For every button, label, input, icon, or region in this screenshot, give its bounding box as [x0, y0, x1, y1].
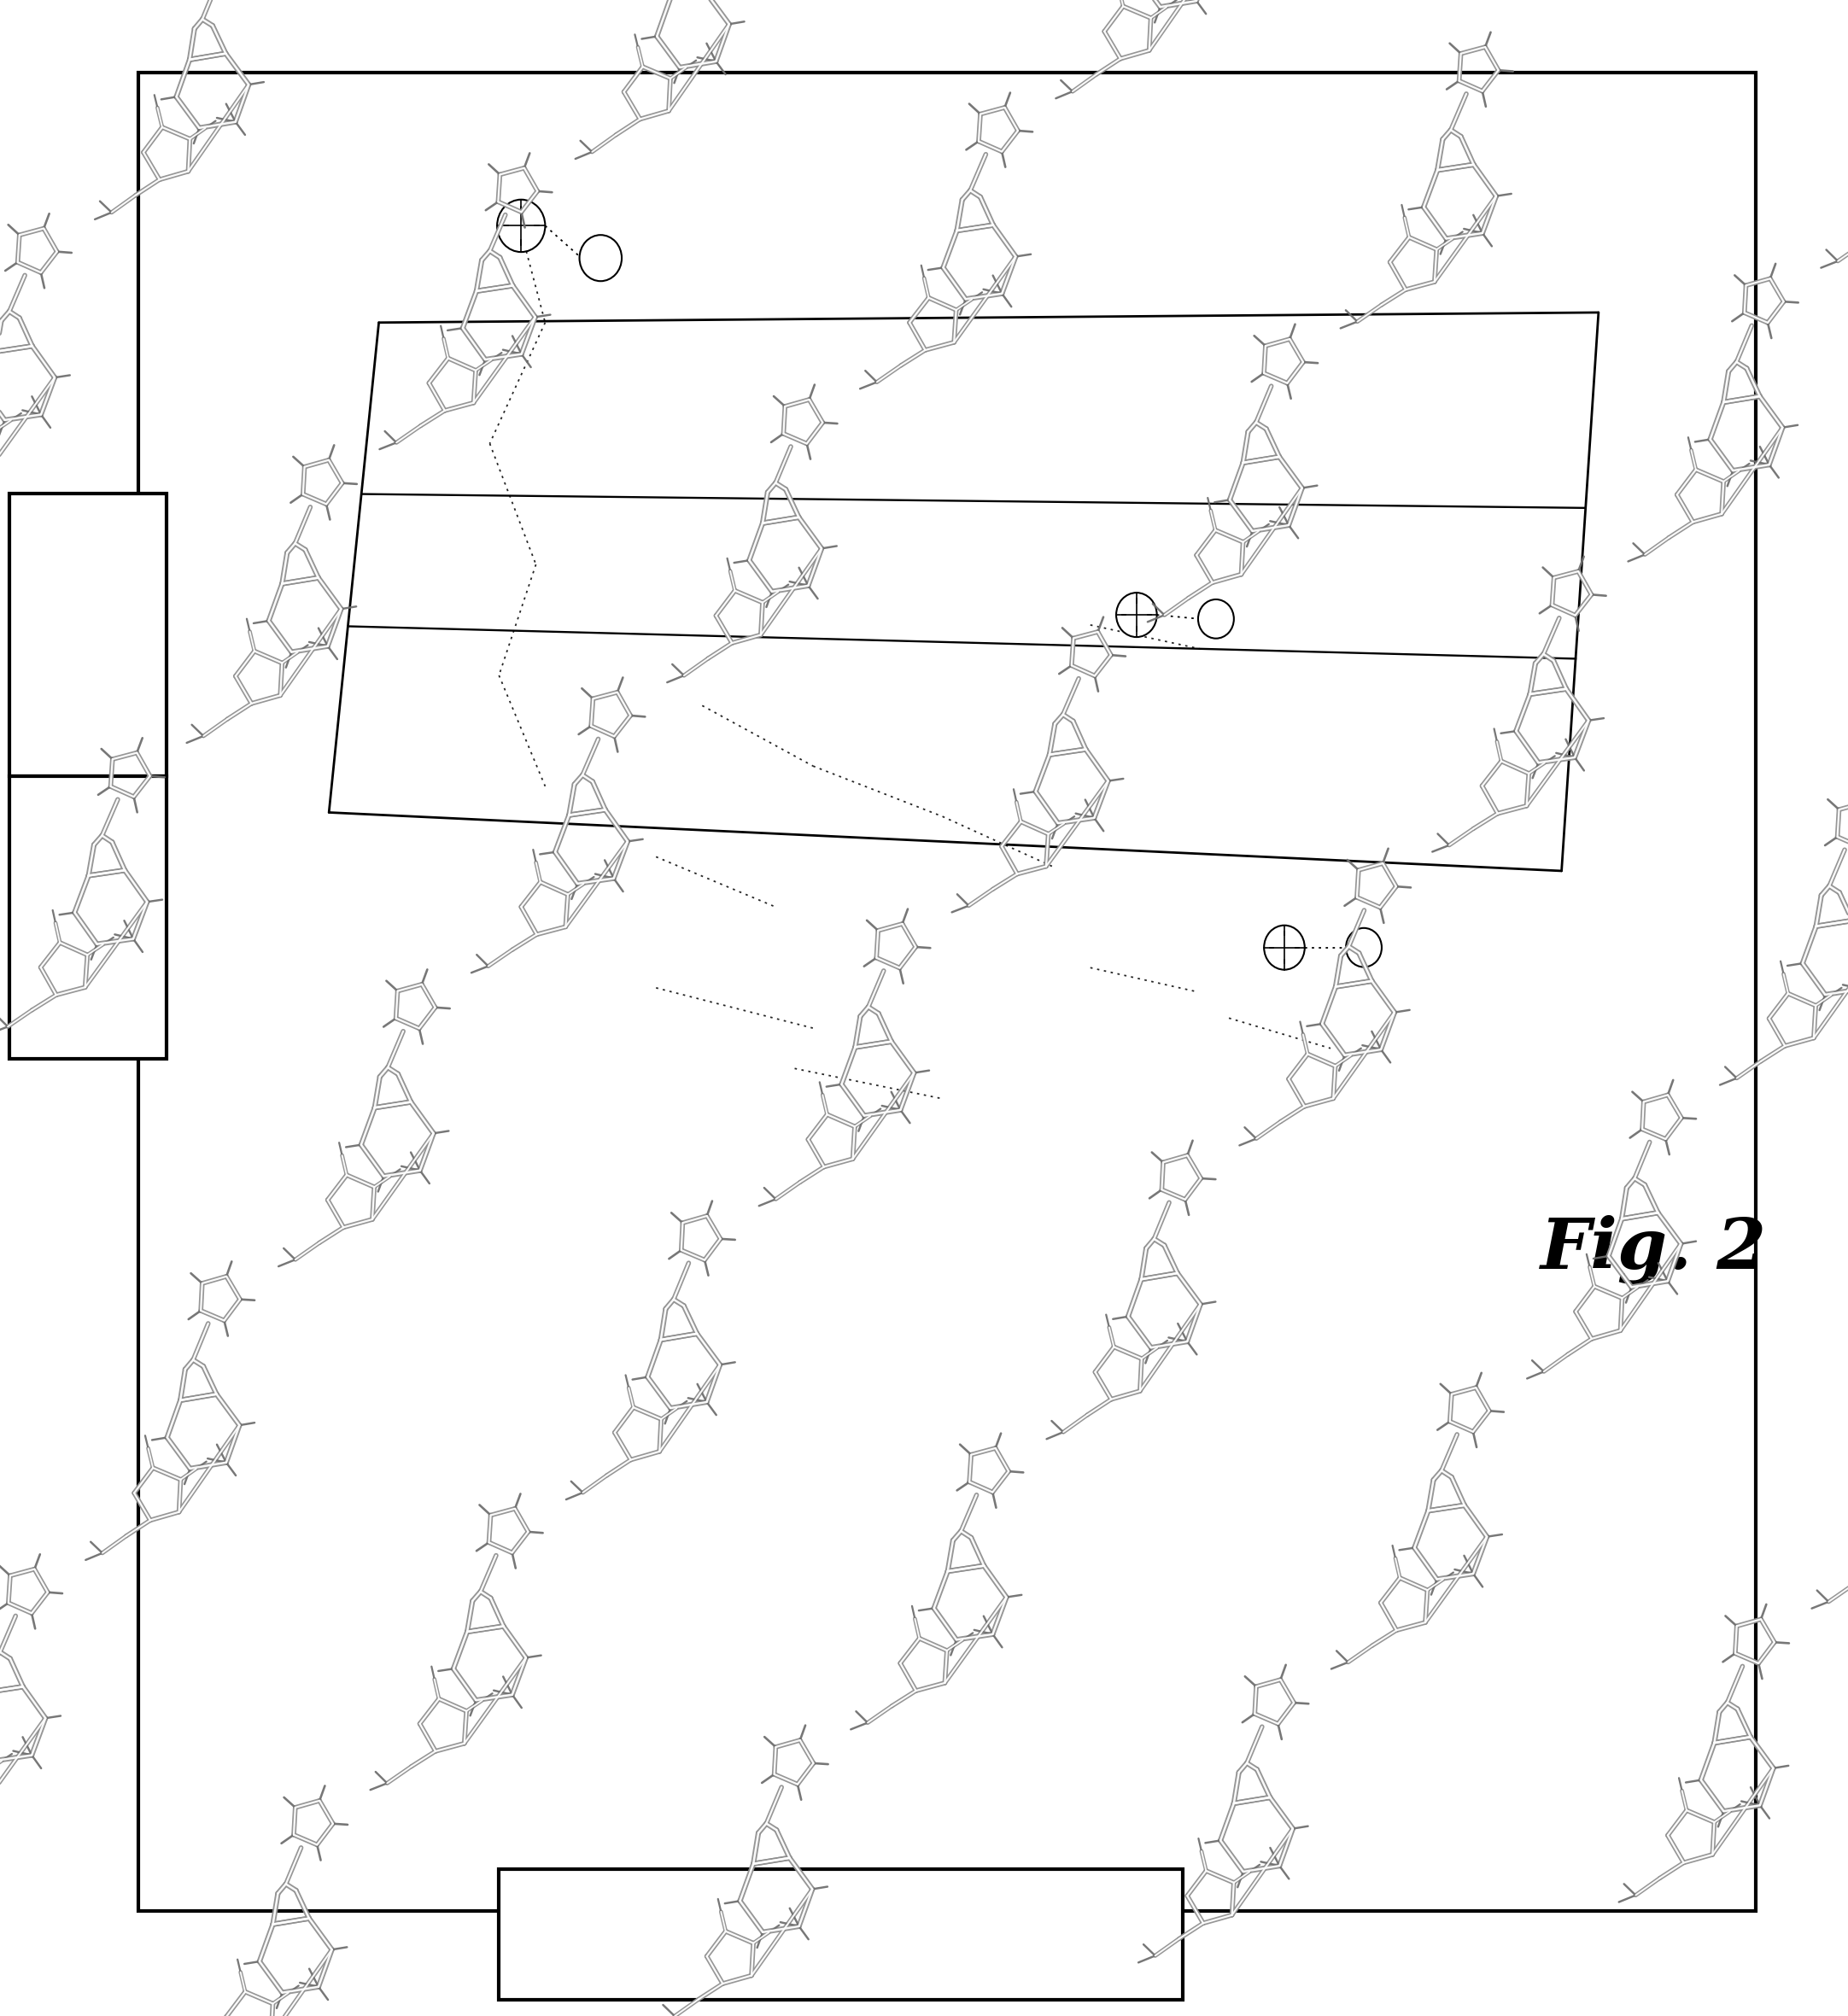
Circle shape	[497, 200, 545, 252]
Circle shape	[1264, 925, 1305, 970]
Circle shape	[1345, 927, 1382, 968]
Text: Fig. 2: Fig. 2	[1541, 1216, 1767, 1284]
Circle shape	[580, 236, 621, 280]
Circle shape	[1116, 593, 1157, 637]
Bar	[9, 776, 166, 1058]
Bar	[9, 494, 166, 776]
Bar	[139, 73, 1756, 1911]
Bar	[499, 1869, 1183, 2000]
Circle shape	[1198, 599, 1234, 639]
